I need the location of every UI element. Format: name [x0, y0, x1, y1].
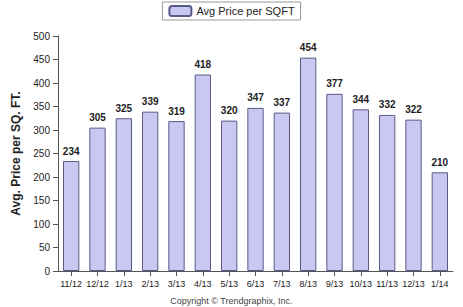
svg-text:322: 322: [405, 104, 422, 115]
svg-text:Avg Price per SQFT: Avg Price per SQFT: [196, 5, 294, 17]
svg-text:320: 320: [221, 105, 238, 116]
svg-text:10/13: 10/13: [350, 279, 373, 289]
svg-text:11/13: 11/13: [376, 279, 398, 289]
svg-text:0: 0: [44, 266, 50, 277]
svg-text:210: 210: [431, 157, 448, 168]
svg-text:7/13: 7/13: [273, 279, 291, 289]
svg-text:332: 332: [379, 99, 396, 110]
svg-text:344: 344: [352, 94, 369, 105]
svg-text:418: 418: [194, 59, 211, 70]
svg-text:Avg. Price per SQ. FT.: Avg. Price per SQ. FT.: [9, 91, 23, 215]
svg-text:200: 200: [33, 172, 50, 183]
svg-text:5/13: 5/13: [220, 279, 238, 289]
svg-text:300: 300: [33, 125, 50, 136]
svg-text:339: 339: [142, 96, 159, 107]
svg-text:325: 325: [115, 103, 132, 114]
svg-text:234: 234: [63, 146, 80, 157]
svg-text:Copyright © Trendgraphix, Inc.: Copyright © Trendgraphix, Inc.: [170, 296, 292, 306]
svg-text:100: 100: [33, 219, 50, 230]
svg-text:337: 337: [273, 97, 290, 108]
svg-text:6/13: 6/13: [247, 279, 265, 289]
svg-text:12/12: 12/12: [86, 279, 109, 289]
svg-text:1/13: 1/13: [115, 279, 133, 289]
svg-text:2/13: 2/13: [141, 279, 159, 289]
svg-text:400: 400: [33, 78, 50, 89]
svg-text:150: 150: [33, 195, 50, 206]
svg-text:305: 305: [89, 112, 106, 123]
svg-text:11/12: 11/12: [60, 279, 82, 289]
svg-text:8/13: 8/13: [299, 279, 317, 289]
svg-text:1/14: 1/14: [431, 279, 449, 289]
svg-text:4/13: 4/13: [194, 279, 212, 289]
svg-text:250: 250: [33, 148, 50, 159]
svg-text:454: 454: [300, 42, 317, 53]
svg-text:3/13: 3/13: [168, 279, 186, 289]
svg-text:50: 50: [39, 242, 51, 253]
svg-text:350: 350: [33, 101, 50, 112]
svg-text:12/13: 12/13: [402, 279, 425, 289]
svg-text:377: 377: [326, 78, 343, 89]
svg-text:450: 450: [33, 54, 50, 65]
svg-text:500: 500: [33, 31, 50, 42]
svg-text:319: 319: [168, 106, 185, 117]
svg-text:347: 347: [247, 92, 264, 103]
svg-text:9/13: 9/13: [326, 279, 344, 289]
